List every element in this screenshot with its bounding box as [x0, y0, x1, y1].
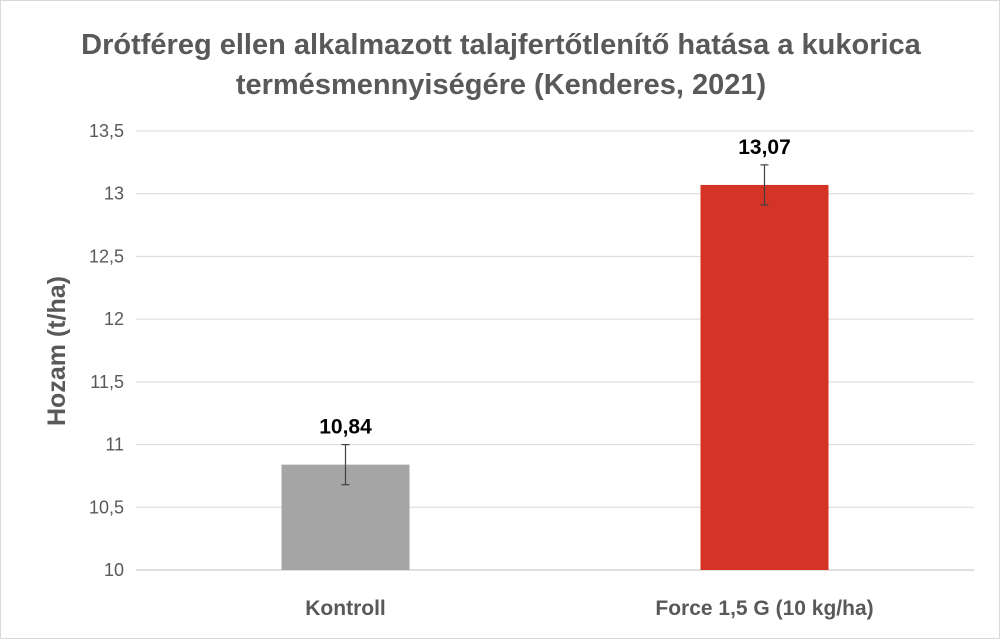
y-axis-label: Hozam (t/ha)	[43, 276, 71, 426]
y-tick-label: 11,5	[90, 372, 124, 392]
y-axis-ticks: 10 10,5 11 11,5 12 12,5 13 13,5	[89, 121, 124, 580]
y-tick-label: 11	[105, 435, 124, 455]
x-category-label: Force 1,5 G (10 kg/ha)	[655, 597, 873, 620]
y-tick-label: 10,5	[89, 497, 124, 517]
x-axis-categories: Kontroll Force 1,5 G (10 kg/ha)	[305, 597, 873, 620]
x-category-label: Kontroll	[305, 597, 385, 620]
chart-title: Drótféreg ellen alkalmazott talajfertőtl…	[81, 29, 921, 101]
data-label: 13,07	[738, 136, 791, 159]
error-bar	[760, 164, 769, 206]
error-bar	[341, 443, 350, 486]
bar	[700, 184, 829, 571]
y-tick-label: 12	[104, 309, 124, 329]
gridlines	[136, 130, 974, 571]
y-tick-label: 10	[104, 560, 124, 580]
data-labels: 10,84 13,07	[319, 136, 791, 439]
y-tick-label: 12,5	[89, 246, 124, 266]
y-tick-label: 13,5	[89, 121, 124, 141]
y-tick-label: 13	[104, 184, 124, 204]
data-label: 10,84	[319, 416, 372, 439]
error-bars	[341, 164, 769, 486]
bars	[281, 184, 829, 571]
